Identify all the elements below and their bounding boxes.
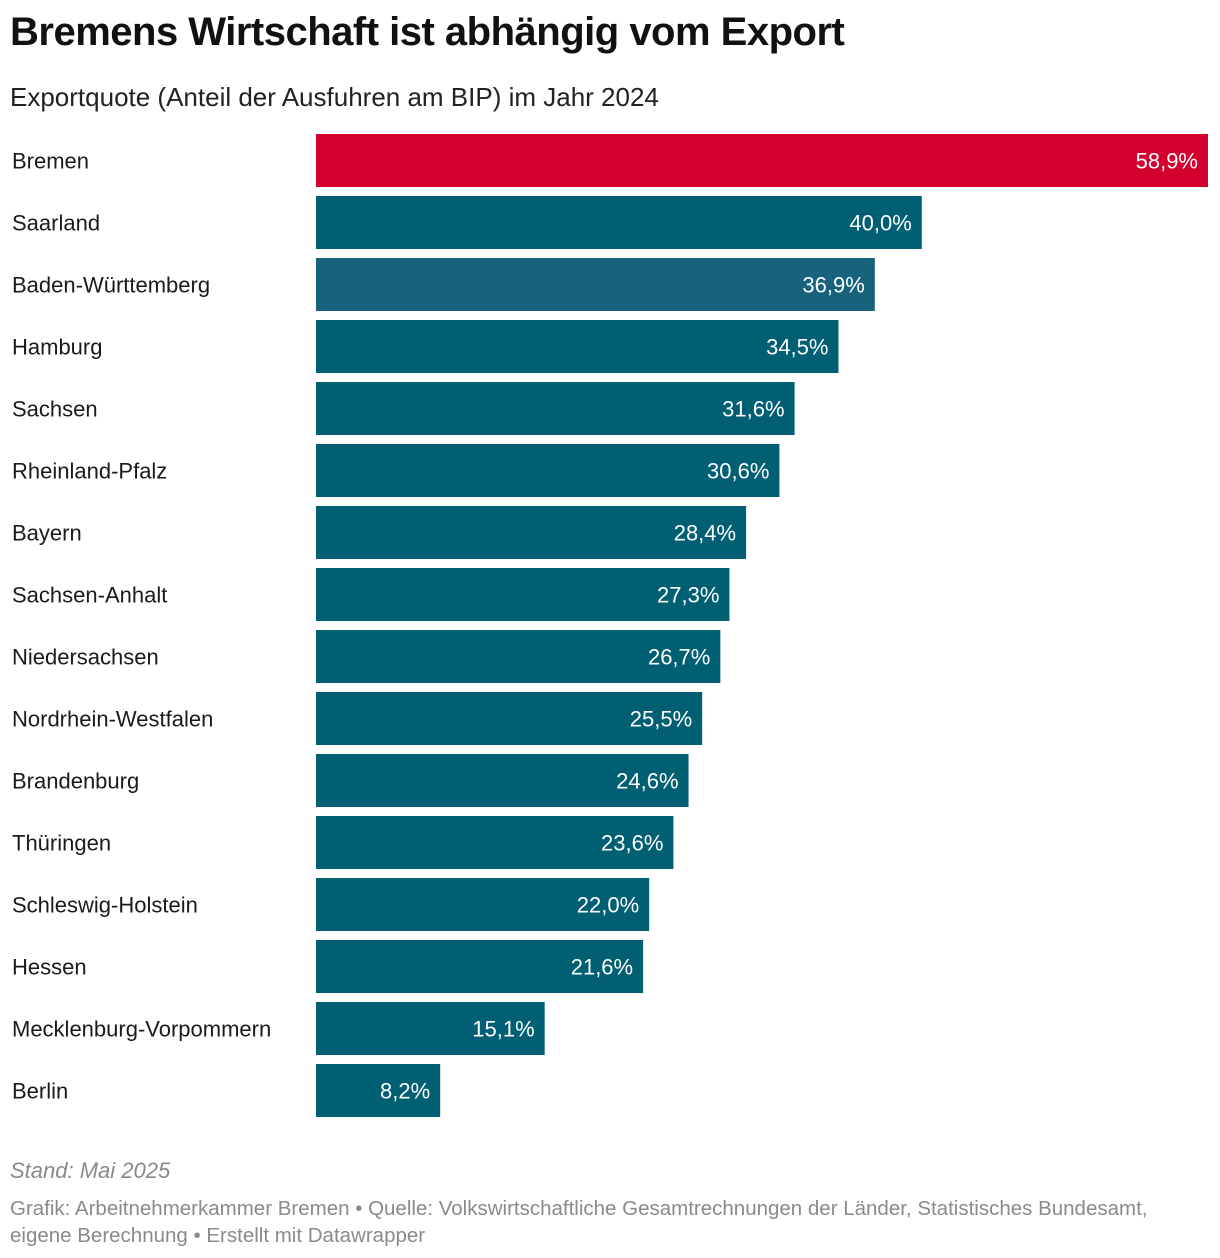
value-label-sachsen: 31,6%: [722, 397, 784, 422]
category-label-sachsen-anhalt: Sachsen-Anhalt: [12, 583, 167, 608]
bar-sachsen[interactable]: [316, 382, 795, 435]
category-label-saarland: Saarland: [12, 211, 100, 236]
bar-chart: Bremen 58,9% Saarland 40,0% Baden-Württember…: [12, 134, 1208, 1117]
category-label-nordrhein-westfalen: Nordrhein-Westfalen: [12, 707, 213, 732]
category-label-schleswig-holstein: Schleswig-Holstein: [12, 893, 198, 918]
value-label-baden-wuerttemberg: 36,9%: [802, 273, 864, 298]
bar-saarland[interactable]: [316, 196, 922, 249]
category-label-sachsen: Sachsen: [12, 397, 98, 422]
bar-nordrhein-westfalen[interactable]: [316, 692, 703, 745]
bar-hessen[interactable]: [316, 940, 644, 993]
category-label-bremen: Bremen: [12, 149, 89, 174]
value-label-thueringen: 23,6%: [601, 831, 663, 856]
category-label-baden-wuerttemberg: Baden-Württemberg: [12, 273, 210, 298]
value-label-sachsen-anhalt: 27,3%: [657, 583, 719, 608]
bar-schleswig-holstein[interactable]: [316, 878, 650, 931]
category-label-bayern: Bayern: [12, 521, 82, 546]
bar-hamburg[interactable]: [316, 320, 839, 373]
bar-bremen[interactable]: [316, 134, 1208, 187]
value-label-schleswig-holstein: 22,0%: [577, 893, 639, 918]
bar-niedersachsen[interactable]: [316, 630, 721, 683]
category-label-niedersachsen: Niedersachsen: [12, 645, 159, 670]
value-label-hamburg: 34,5%: [766, 335, 828, 360]
bar-rheinland-pfalz[interactable]: [316, 444, 780, 497]
category-label-mecklenburg-vorpommern: Mecklenburg-Vorpommern: [12, 1017, 271, 1042]
value-label-bayern: 28,4%: [674, 521, 736, 546]
value-label-brandenburg: 24,6%: [616, 769, 678, 794]
category-label-thueringen: Thüringen: [12, 831, 111, 856]
category-label-berlin: Berlin: [12, 1079, 68, 1104]
footer-credit: Grafik: Arbeitnehmerkammer Bremen • Quel…: [10, 1197, 1148, 1247]
category-label-hessen: Hessen: [12, 955, 87, 980]
category-label-hamburg: Hamburg: [12, 335, 102, 360]
value-label-hessen: 21,6%: [571, 955, 633, 980]
value-label-mecklenburg-vorpommern: 15,1%: [472, 1017, 534, 1042]
value-label-niedersachsen: 26,7%: [648, 645, 710, 670]
bar-brandenburg[interactable]: [316, 754, 689, 807]
bar-thueringen[interactable]: [316, 816, 674, 869]
value-label-saarland: 40,0%: [849, 211, 911, 236]
category-label-rheinland-pfalz: Rheinland-Pfalz: [12, 459, 167, 484]
bar-baden-wuerttemberg[interactable]: [316, 258, 875, 311]
value-label-bremen: 58,9%: [1136, 149, 1198, 174]
chart-title: Bremens Wirtschaft ist abhängig vom Expo…: [10, 10, 845, 54]
bar-berlin[interactable]: [316, 1064, 441, 1117]
chart-subtitle: Exportquote (Anteil der Ausfuhren am BIP…: [10, 82, 659, 112]
bar-sachsen-anhalt[interactable]: [316, 568, 730, 621]
category-label-brandenburg: Brandenburg: [12, 769, 139, 794]
bar-mecklenburg-vorpommern[interactable]: [316, 1002, 545, 1055]
footer-note: Stand: Mai 2025: [10, 1158, 171, 1183]
value-label-berlin: 8,2%: [380, 1079, 430, 1104]
value-label-rheinland-pfalz: 30,6%: [707, 459, 769, 484]
bar-bayern[interactable]: [316, 506, 747, 559]
value-label-nordrhein-westfalen: 25,5%: [630, 707, 692, 732]
